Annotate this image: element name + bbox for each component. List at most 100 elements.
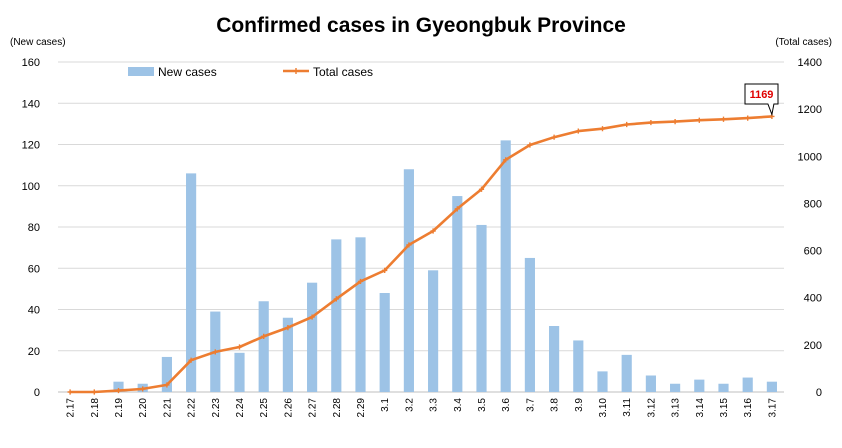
bar-3.4 — [452, 196, 463, 392]
point-2.25 — [261, 333, 267, 339]
point-3.1 — [382, 267, 388, 273]
left-y-axis-ticks: 0 20 40 60 80 100 120 140 160 — [22, 57, 40, 399]
left-tick-label: 120 — [22, 140, 40, 152]
x-tick-label: 3.16 — [743, 398, 754, 418]
bar-3.10 — [597, 371, 608, 392]
x-tick-label: 3.3 — [429, 398, 440, 412]
legend-label-new-cases: New cases — [158, 65, 217, 79]
legend: New cases Total cases — [128, 65, 373, 79]
x-tick-label: 3.13 — [671, 398, 682, 418]
x-tick-label: 3.6 — [501, 398, 512, 412]
value-callout: 1169 — [744, 83, 779, 117]
point-3.8 — [551, 134, 557, 140]
point-3.6 — [503, 157, 509, 163]
point-3.4 — [454, 206, 460, 212]
right-tick-label: 0 — [816, 387, 822, 399]
point-2.23 — [212, 349, 218, 355]
x-tick-label: 3.8 — [550, 398, 561, 412]
x-tick-label: 3.9 — [574, 398, 585, 412]
left-tick-label: 100 — [22, 181, 40, 193]
bar-series — [113, 140, 777, 392]
legend-swatch-new-cases — [128, 67, 154, 76]
point-3.7 — [527, 142, 533, 148]
x-tick-label: 2.29 — [356, 398, 367, 418]
right-tick-label: 400 — [804, 293, 822, 305]
right-tick-label: 1400 — [798, 57, 822, 69]
x-axis-ticks: 2.17 2.18 2.19 2.20 2.21 2.22 2.23 2.24 2.25 2.26… — [66, 398, 779, 418]
x-tick-label: 2.24 — [235, 398, 246, 418]
x-tick-label: 3.1 — [380, 398, 391, 412]
x-tick-label: 3.7 — [525, 398, 536, 412]
bar-2.27 — [307, 282, 318, 392]
line-series — [67, 113, 775, 395]
point-2.21 — [164, 382, 170, 388]
point-2.17 — [67, 389, 73, 395]
point-3.13 — [672, 119, 678, 125]
right-tick-label: 600 — [804, 246, 822, 258]
point-2.27 — [309, 314, 315, 320]
x-tick-label: 2.21 — [162, 398, 173, 418]
x-tick-label: 2.28 — [332, 398, 343, 418]
bar-3.9 — [573, 340, 584, 392]
point-2.18 — [91, 389, 97, 395]
x-tick-label: 2.23 — [211, 398, 222, 418]
right-axis-unit-label: (Total cases) — [775, 37, 832, 48]
point-2.24 — [236, 344, 243, 350]
left-tick-label: 40 — [28, 305, 40, 317]
point-2.28 — [333, 296, 339, 302]
bar-2.29 — [355, 237, 366, 392]
right-tick-label: 1000 — [798, 151, 822, 163]
x-tick-label: 3.15 — [719, 398, 730, 418]
bar-2.28 — [331, 239, 342, 392]
bar-3.12 — [645, 375, 656, 392]
point-2.22 — [188, 357, 194, 363]
bar-3.16 — [742, 377, 753, 392]
left-tick-label: 20 — [28, 346, 40, 358]
left-tick-label: 140 — [22, 98, 40, 110]
right-tick-label: 800 — [804, 198, 822, 210]
point-2.19 — [115, 387, 122, 394]
point-3.14 — [696, 117, 702, 123]
bar-3.6 — [500, 140, 511, 392]
point-3.16 — [745, 115, 751, 121]
x-tick-label: 3.11 — [622, 398, 633, 417]
x-tick-label: 3.4 — [453, 398, 464, 412]
x-tick-label: 3.12 — [646, 398, 657, 418]
left-tick-label: 80 — [28, 222, 40, 234]
gridlines — [58, 61, 784, 393]
total-cases-line — [70, 115, 772, 394]
point-3.3 — [430, 228, 436, 234]
x-tick-label: 2.19 — [114, 398, 125, 418]
x-tick-label: 3.5 — [477, 398, 488, 412]
bar-3.14 — [694, 379, 705, 392]
bar-2.21 — [161, 356, 172, 392]
legend-marker-total-cases — [293, 68, 299, 74]
left-tick-label: 60 — [28, 263, 40, 275]
bar-3.13 — [670, 383, 681, 392]
x-tick-label: 2.25 — [259, 398, 270, 418]
x-tick-label: 2.26 — [283, 398, 294, 418]
left-axis-unit-label: (New cases) — [10, 37, 66, 48]
bar-3.5 — [476, 224, 487, 392]
bar-2.25 — [258, 301, 269, 392]
right-y-axis-ticks: 0 200 400 600 800 1000 1200 1400 — [798, 57, 822, 399]
point-3.5 — [478, 186, 485, 192]
bar-3.2 — [403, 169, 414, 392]
left-tick-label: 160 — [22, 57, 40, 69]
x-tick-label: 3.2 — [404, 398, 415, 412]
x-tick-label: 2.27 — [308, 398, 319, 418]
chart-title: Confirmed cases in Gyeongbuk Province — [216, 14, 626, 37]
x-tick-label: 2.17 — [66, 398, 77, 418]
point-3.9 — [575, 128, 581, 134]
right-tick-label: 1200 — [798, 104, 822, 116]
x-tick-label: 2.22 — [187, 398, 198, 418]
bar-2.24 — [234, 352, 245, 392]
x-tick-label: 2.18 — [90, 398, 101, 418]
left-tick-label: 0 — [34, 387, 40, 399]
bar-2.22 — [186, 173, 197, 392]
point-3.2 — [406, 242, 412, 248]
point-2.29 — [357, 278, 364, 285]
x-tick-label: 3.14 — [695, 398, 706, 418]
point-3.11 — [624, 121, 630, 128]
